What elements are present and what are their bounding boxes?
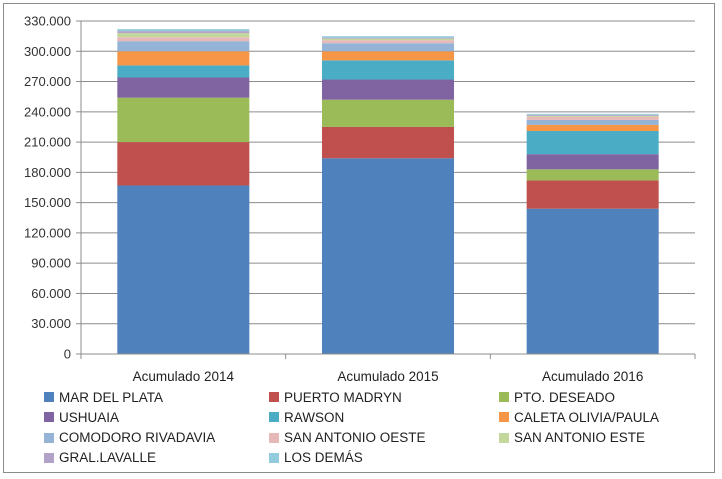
bar-segment-san-antonio-este — [117, 33, 250, 38]
legend-item: LOS DEMÁS — [269, 449, 363, 467]
legend-item: SAN ANTONIO OESTE — [269, 429, 426, 447]
bar-segment-mar-del-plata — [526, 208, 659, 354]
bar-segment-san-antonio-oeste — [321, 40, 455, 44]
legend-swatch — [269, 452, 279, 463]
legend-swatch — [44, 412, 54, 423]
y-tick-label: 330.000 — [24, 14, 71, 29]
bar-segment-comodoro-rivadavia — [321, 43, 455, 52]
legend-swatch — [499, 432, 509, 443]
legend-label: CALETA OLIVIA/PAULA — [514, 409, 660, 425]
bar-segment-pto-deseado — [117, 97, 250, 143]
legend-swatch — [44, 452, 54, 463]
y-tick-label: 30.000 — [31, 316, 71, 331]
x-category-label: Acumulado 2016 — [542, 369, 643, 384]
bar-segment-los-dem-s — [117, 29, 250, 32]
bar-segment-caleta-olivia-paula — [117, 51, 250, 66]
legend-item: CALETA OLIVIA/PAULA — [499, 408, 659, 426]
legend-label: LOS DEMÁS — [284, 450, 363, 466]
bar-segment-ushuaia — [321, 79, 455, 100]
legend-item: SAN ANTONIO ESTE — [499, 429, 645, 447]
legend-swatch — [499, 412, 509, 423]
bar-segment-san-antonio-este — [526, 115, 659, 117]
x-category-label: Acumulado 2015 — [337, 369, 438, 384]
legend-item: GRAL.LAVALLE — [44, 449, 156, 467]
legend-label: RAWSON — [284, 409, 345, 425]
legend-label: COMODORO RIVADAVIA — [59, 430, 216, 446]
y-tick-label: 240.000 — [24, 104, 71, 119]
y-tick-label: 270.000 — [24, 74, 71, 89]
legend-swatch — [269, 392, 279, 402]
y-tick-label: 150.000 — [24, 195, 71, 210]
y-tick-label: 300.000 — [24, 44, 71, 59]
chart-frame: 0 30.000 60.000 90.000 120.000 150.000 180.000… — [3, 3, 715, 473]
legend-item: PTO. DESEADO — [499, 388, 615, 406]
y-tick-label: 210.000 — [24, 135, 71, 150]
bar-segment-puerto-madryn — [321, 126, 455, 159]
legend-item: USHUAIA — [44, 408, 119, 426]
bar-segment-caleta-olivia-paula — [526, 124, 659, 131]
bar-segment-san-antonio-oeste — [117, 37, 250, 42]
bar-segment-gral-lavalle — [321, 37, 455, 39]
y-tick-label: 180.000 — [24, 165, 71, 180]
legend-label: PTO. DESEADO — [514, 389, 616, 405]
legend-label: MAR DEL PLATA — [59, 389, 164, 405]
bar-segment-mar-del-plata — [321, 158, 455, 354]
legend-swatch — [269, 412, 279, 423]
legend-label: USHUAIA — [59, 409, 120, 425]
bar-segment-rawson — [117, 65, 250, 78]
axis-labels: 0 30.000 60.000 90.000 120.000 150.000 180.000… — [24, 14, 643, 385]
y-tick-label: 60.000 — [31, 286, 71, 301]
bar-segment-mar-del-plata — [117, 185, 250, 354]
y-tick-label: 90.000 — [31, 256, 71, 271]
legend-swatch — [499, 392, 509, 402]
bar-segment-gral-lavalle — [526, 114, 659, 116]
legend-item: MAR DEL PLATA — [44, 388, 163, 406]
legend-swatch — [269, 432, 279, 443]
bar-segment-comodoro-rivadavia — [117, 41, 250, 52]
bar-segment-caleta-olivia-paula — [321, 51, 455, 61]
bar-segment-puerto-madryn — [526, 180, 659, 209]
bar-segment-rawson — [526, 130, 659, 155]
bar-segment-pto-deseado — [526, 169, 659, 181]
bar-segment-comodoro-rivadavia — [526, 119, 659, 125]
bar-segment-ushuaia — [117, 77, 250, 98]
legend-label: GRAL.LAVALLE — [59, 450, 157, 466]
x-category-label: Acumulado 2014 — [133, 369, 235, 384]
legend-label: PUERTO MADRYN — [284, 389, 402, 405]
legend-item: RAWSON — [269, 408, 344, 426]
legend-label: SAN ANTONIO ESTE — [514, 430, 646, 446]
legend-swatch — [44, 392, 54, 402]
axes — [76, 20, 696, 359]
stacked-bar-chart: 0 30.000 60.000 90.000 120.000 150.000 180.000… — [24, 14, 696, 385]
bar-segment-rawson — [321, 60, 455, 80]
legend-item: PUERTO MADRYN — [269, 388, 402, 406]
bar-segment-ushuaia — [526, 154, 659, 170]
bar-segment-pto-deseado — [321, 99, 455, 127]
bar-segment-san-antonio-este — [321, 38, 455, 41]
bar-segment-los-dem-s — [321, 36, 455, 38]
bars — [117, 29, 659, 354]
y-tick-label: 120.000 — [24, 225, 71, 240]
bar-segment-puerto-madryn — [117, 142, 250, 186]
bar-segment-los-dem-s — [526, 113, 659, 115]
legend-item: COMODORO RIVADAVIA — [44, 429, 215, 447]
legend-label: SAN ANTONIO OESTE — [284, 430, 426, 446]
y-tick-label: 0 — [64, 347, 71, 362]
bar-segment-san-antonio-oeste — [526, 116, 659, 120]
legend-swatch — [44, 432, 54, 443]
bar-segment-gral-lavalle — [117, 31, 250, 34]
